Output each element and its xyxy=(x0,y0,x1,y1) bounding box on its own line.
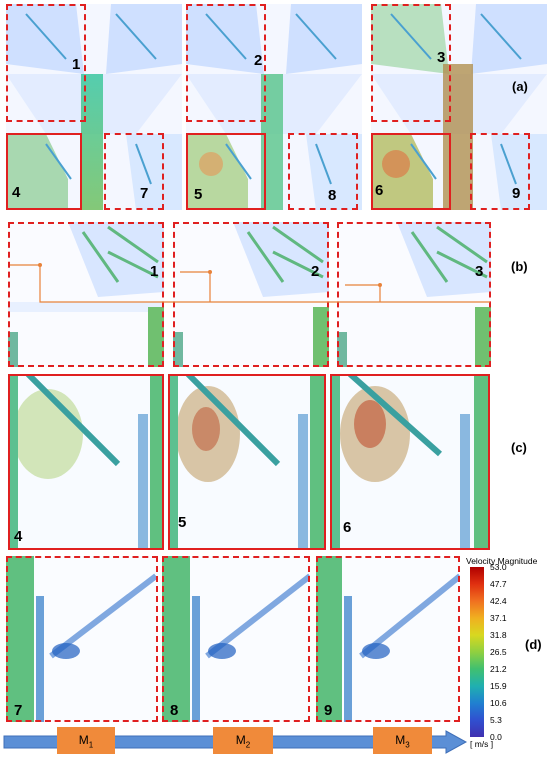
label-a3: 3 xyxy=(437,49,446,66)
label-a9: 9 xyxy=(512,185,521,202)
frame-a4 xyxy=(6,133,82,210)
panel-a3 xyxy=(371,4,547,210)
label-d8: 8 xyxy=(170,702,179,719)
colorbar-tick: 37.1 xyxy=(490,613,507,623)
frame-b2 xyxy=(173,222,329,367)
marker-m2-main: M xyxy=(235,733,246,747)
frame-c6 xyxy=(330,374,490,550)
panel-c6 xyxy=(330,374,490,550)
colorbar xyxy=(470,567,484,737)
label-a7: 7 xyxy=(140,185,149,202)
panel-c4 xyxy=(8,374,164,550)
label-a2: 2 xyxy=(254,52,263,69)
label-d7: 7 xyxy=(14,702,23,719)
colorbar-tick: 31.8 xyxy=(490,630,507,640)
frame-a8 xyxy=(288,133,358,210)
colorbar-tick: 15.9 xyxy=(490,681,507,691)
frame-a2 xyxy=(186,4,266,122)
frame-c5 xyxy=(168,374,326,550)
colorbar-tick: 5.3 xyxy=(490,715,502,725)
colorbar-tick: 26.5 xyxy=(490,647,507,657)
label-d9: 9 xyxy=(324,702,333,719)
colorbar-tick: 21.2 xyxy=(490,664,507,674)
label-a8: 8 xyxy=(328,187,337,204)
marker-m1-main: M xyxy=(78,733,89,747)
marker-m3-main: M xyxy=(395,733,406,747)
panel-label-d: (d) xyxy=(525,637,542,652)
panel-d8 xyxy=(162,556,310,722)
marker-m3: M3 xyxy=(373,727,432,754)
label-a5: 5 xyxy=(194,186,203,203)
marker-m2-sub: 2 xyxy=(245,740,251,750)
marker-m2: M2 xyxy=(213,727,273,754)
frame-a9 xyxy=(470,133,530,210)
panel-c5 xyxy=(168,374,326,550)
panel-d9 xyxy=(316,556,460,722)
frame-a5 xyxy=(186,133,266,210)
panel-label-b: (b) xyxy=(511,259,528,274)
frame-a6 xyxy=(371,133,451,210)
label-b1: 1 xyxy=(150,263,159,280)
label-c4: 4 xyxy=(14,528,23,545)
frame-a3 xyxy=(371,4,451,122)
frame-b1 xyxy=(8,222,164,367)
colorbar-tick: 10.6 xyxy=(490,698,507,708)
unit-label: [ m/s ] xyxy=(470,739,494,749)
label-a4: 4 xyxy=(12,184,21,201)
frame-d9 xyxy=(316,556,460,722)
frame-a7 xyxy=(104,133,164,210)
label-c5: 5 xyxy=(178,514,187,531)
marker-m3-sub: 3 xyxy=(405,740,410,750)
panel-label-c: (c) xyxy=(511,440,527,455)
panel-a1 xyxy=(6,4,182,210)
frame-c4 xyxy=(8,374,164,550)
frame-b3 xyxy=(337,222,491,367)
colorbar-tick: 53.0 xyxy=(490,562,507,572)
marker-m1-sub: 1 xyxy=(88,740,94,750)
label-a1: 1 xyxy=(72,56,81,73)
colorbar-tick: 42.4 xyxy=(490,596,507,606)
frame-a1 xyxy=(6,4,86,122)
panel-d7 xyxy=(6,556,158,722)
label-a6: 6 xyxy=(375,182,384,199)
frame-d7 xyxy=(6,556,158,722)
colorbar-tick: 47.7 xyxy=(490,579,507,589)
label-b3: 3 xyxy=(475,263,484,280)
panel-a2 xyxy=(186,4,362,210)
marker-m1: M1 xyxy=(57,727,115,754)
panel-label-a: (a) xyxy=(512,79,528,94)
legend-title: Velocity Magnitude xyxy=(466,556,538,566)
label-c6: 6 xyxy=(343,519,352,536)
frame-d8 xyxy=(162,556,310,722)
label-b2: 2 xyxy=(311,263,320,280)
colorbar-tick: 0.0 xyxy=(490,732,502,742)
